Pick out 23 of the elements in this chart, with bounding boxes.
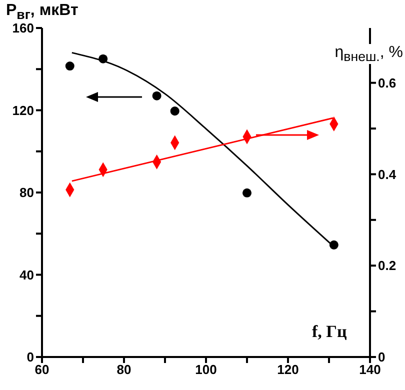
y-tick-label: 40 bbox=[20, 267, 34, 282]
y-tick-label: 80 bbox=[20, 185, 34, 200]
point bbox=[329, 240, 338, 250]
x-tick-label: 100 bbox=[195, 362, 217, 378]
y-axis-title: P$_{вг}$, мкВт bbox=[6, 2, 78, 22]
point bbox=[98, 54, 108, 64]
y2-axis-title: η$_{внеш.}$, % bbox=[334, 44, 403, 64]
y2-tick-label: 0.6 bbox=[378, 75, 396, 90]
x-tick-label: 80 bbox=[116, 362, 132, 378]
point bbox=[65, 62, 74, 71]
y2-tick-label: 0.4 bbox=[378, 166, 397, 182]
y-tick-label: 160 bbox=[12, 20, 34, 36]
y-tick-label: 120 bbox=[12, 102, 34, 118]
point bbox=[170, 106, 180, 116]
y2-tick-label: 0 bbox=[378, 350, 386, 365]
x-tick-label: 60 bbox=[34, 362, 50, 378]
x-tick-label: 120 bbox=[277, 362, 299, 378]
y2-tick-label: 0.2 bbox=[378, 258, 396, 274]
point bbox=[152, 91, 162, 100]
x-axis-title: f, Гц bbox=[312, 322, 347, 342]
y-tick-label: 0 bbox=[26, 350, 34, 365]
x-tick-label: 140 bbox=[359, 362, 381, 378]
point bbox=[242, 188, 252, 198]
